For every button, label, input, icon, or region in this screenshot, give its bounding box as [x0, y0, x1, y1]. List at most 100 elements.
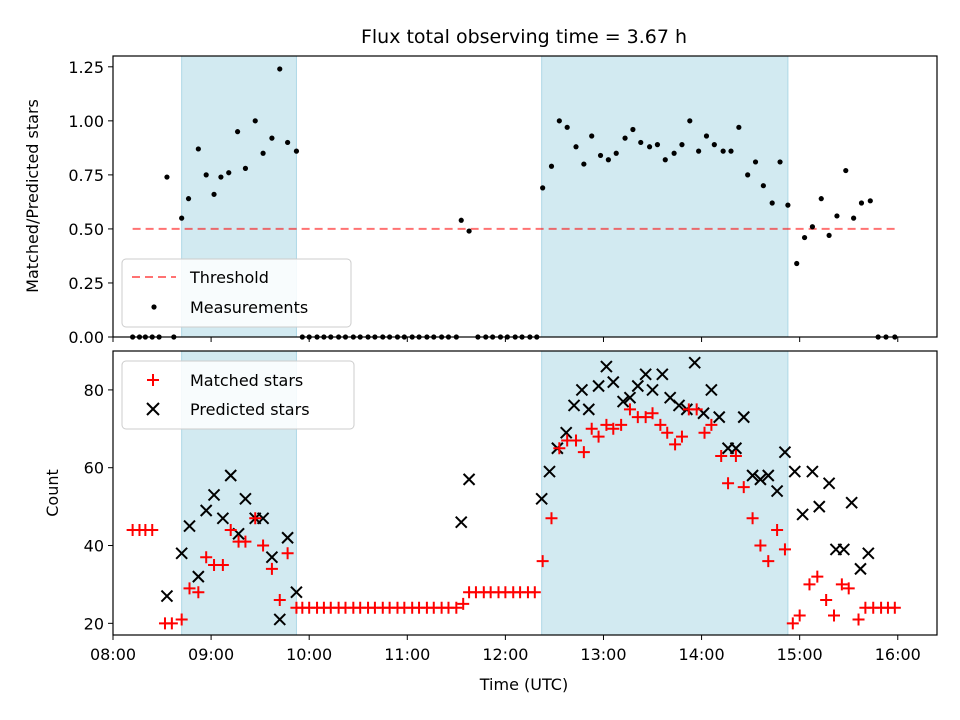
measurement-point	[696, 148, 702, 154]
matched-star-points	[126, 403, 901, 630]
top-y-tick-label: 1.00	[68, 112, 104, 131]
measurement-point	[671, 150, 677, 156]
bottom-x-tick-label: 14:00	[679, 645, 725, 664]
matched-star-point	[828, 609, 840, 622]
bottom-y-tick-label: 20	[84, 614, 104, 633]
bottom-y-axis-label: Count	[43, 469, 62, 517]
predicted-star-point	[762, 469, 775, 482]
bottom-y-tick-label: 80	[84, 381, 104, 400]
measurement-point	[458, 217, 464, 223]
measurement-point	[728, 148, 734, 154]
bottom-axes-frame	[112, 350, 938, 636]
measurement-point	[234, 129, 241, 135]
predicted-star-point	[281, 531, 294, 544]
predicted-star-point	[639, 368, 652, 381]
matched-star-point	[820, 593, 833, 606]
predicted-star-point	[600, 360, 613, 373]
predicted-star-point	[273, 613, 286, 626]
bottom-legend: Matched stars Predicted stars	[121, 360, 355, 430]
measurement-point	[745, 172, 751, 178]
measurement-point	[260, 150, 266, 156]
matched-star-point	[224, 523, 237, 536]
measurement-point	[242, 165, 249, 171]
measurement-point	[826, 232, 832, 239]
bottom-shaded-interval	[541, 350, 789, 636]
predicted-star-point	[845, 496, 858, 509]
matched-star-point	[623, 403, 636, 416]
predicted-star-point	[778, 445, 792, 459]
matched-star-point	[729, 450, 742, 463]
matched-star-point	[722, 477, 735, 490]
measurement-point	[777, 159, 783, 165]
measurement-point	[646, 144, 653, 150]
top-y-tick-label: 0.75	[68, 166, 104, 185]
matched-star-point	[793, 609, 806, 622]
top-shaded-intervals	[181, 55, 789, 338]
measurement-point	[736, 124, 742, 130]
legend-measurements-label: Measurements	[190, 298, 308, 317]
matched-star-point	[553, 442, 566, 455]
predicted-star-point	[183, 519, 196, 533]
measurement-point	[843, 167, 849, 174]
matched-star-point	[811, 570, 824, 583]
top-y-tick-label: 0.50	[68, 220, 104, 239]
predicted-star-point	[192, 570, 205, 583]
measurement-point	[638, 139, 644, 146]
predicted-star-point	[705, 383, 718, 397]
measurement-point	[564, 124, 570, 130]
measurement-point	[218, 174, 224, 180]
predicted-star-point	[713, 410, 726, 424]
matched-star-point	[183, 582, 196, 595]
predicted-star-point	[543, 465, 556, 478]
predicted-star-point	[806, 465, 819, 478]
matched-star-point	[592, 430, 605, 443]
predicted-star-point	[646, 383, 659, 397]
measurement-point	[720, 148, 726, 154]
matched-star-point	[646, 407, 659, 420]
top-legend: Threshold Measurements	[121, 258, 352, 328]
predicted-star-point	[770, 484, 784, 498]
top-panel: 0.00 0.25 0.50 0.75 1.00 1.25 Matched/Predict…	[23, 55, 938, 347]
bottom-x-tick-label: 12:00	[482, 645, 528, 664]
measurement-point	[269, 135, 275, 141]
measurement-point	[630, 126, 636, 133]
measurement-point	[711, 142, 717, 148]
measurement-point	[573, 144, 579, 150]
measurement-point	[662, 157, 668, 163]
matched-star-point	[165, 617, 178, 630]
legend-matched-swatch	[147, 374, 159, 386]
matched-star-point	[762, 555, 775, 568]
matched-star-point	[607, 422, 620, 435]
matched-star-point	[146, 523, 159, 536]
matched-star-point	[257, 539, 270, 552]
measurement-point	[252, 118, 258, 124]
matched-star-point	[192, 586, 205, 599]
legend-predicted-label: Predicted stars	[190, 400, 310, 419]
matched-star-point	[585, 422, 598, 435]
measurement-point	[556, 118, 562, 124]
matched-star-point	[835, 578, 848, 591]
matched-star-point	[216, 558, 229, 571]
predicted-star-point	[746, 469, 759, 482]
matched-star-point	[675, 430, 688, 443]
predicted-star-point	[462, 473, 476, 486]
matched-star-point	[239, 535, 252, 548]
measurement-point	[613, 150, 619, 156]
top-shaded-interval	[541, 55, 789, 338]
bottom-x-tick-label: 16:00	[875, 645, 921, 664]
matched-star-point	[852, 613, 865, 626]
predicted-star-point	[862, 547, 875, 560]
matched-star-point	[175, 613, 188, 626]
matched-star-point	[200, 551, 213, 564]
measurement-point	[203, 172, 209, 178]
measurement-point	[834, 213, 840, 219]
predicted-star-point	[592, 379, 605, 393]
top-axes-frame	[112, 55, 938, 338]
predicted-star-point	[729, 442, 743, 455]
predicted-star-point	[623, 391, 637, 404]
measurement-point	[226, 170, 232, 176]
legend-predicted-swatch	[146, 402, 160, 416]
legend-threshold-label: Threshold	[189, 268, 269, 287]
predicted-star-point	[656, 368, 669, 381]
matched-star-point	[771, 523, 784, 536]
